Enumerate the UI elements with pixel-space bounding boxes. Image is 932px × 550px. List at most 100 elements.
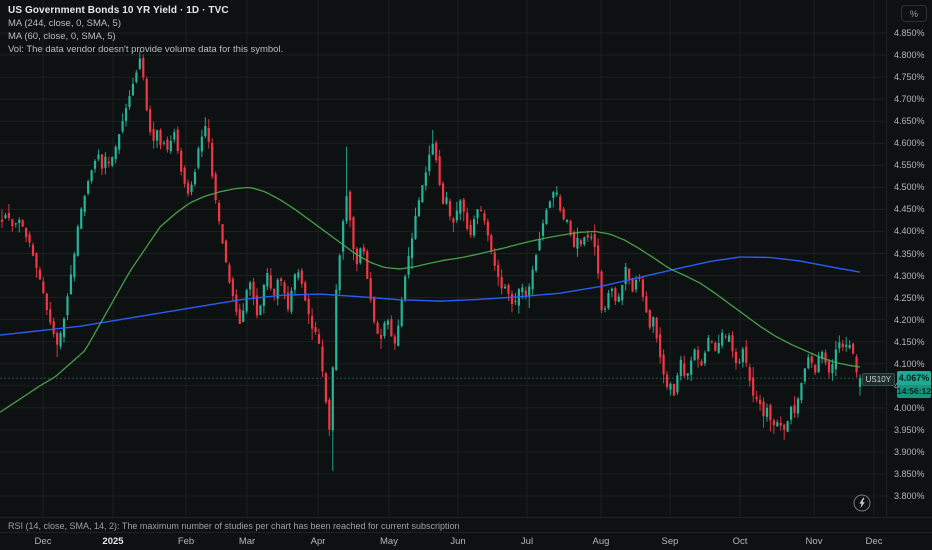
candle-up [503,286,507,289]
candles [0,51,862,471]
candle-up [455,210,458,221]
candle-down [710,341,713,343]
indicator-vol-message[interactable]: Vol: The data vendor doesn't provide vol… [8,44,284,55]
price-chart-pane[interactable] [0,0,932,517]
last-price-group[interactable]: US10Y 4.067% 14:56:12 [861,371,931,398]
candle-down [176,129,179,151]
candle-up [124,108,128,121]
candle-up [721,332,724,346]
candle-down [438,156,441,185]
candle-down [100,154,104,169]
candle-down [762,401,765,417]
candle-up [342,221,345,252]
candle-down [586,234,589,238]
candle-up [431,143,434,155]
candle-down [159,130,162,145]
last-price-value: 4.067% [897,371,931,385]
candle-down [683,363,686,376]
candle-up [776,422,779,427]
y-axis-label: 3.800% [894,491,925,502]
candle-up [717,343,720,353]
candle-down [824,352,827,363]
candle-down [273,288,276,296]
symbol-tag: US10Y [861,373,895,386]
candle-down [21,220,24,227]
candle-up [407,255,410,275]
candle-up [617,296,620,302]
x-axis-label: Dec [865,536,883,547]
candle-up [87,181,90,194]
y-axis-label: 4.800% [894,50,925,61]
x-axis-label: Sep [661,536,679,547]
y-axis-label: 3.900% [894,446,925,457]
candle-up [707,337,710,352]
candle-up [803,368,806,382]
pane-separator-bottom[interactable] [0,532,932,533]
candle-down [311,316,314,329]
y-axis-label: 4.250% [894,292,925,303]
candle-down [655,318,658,339]
candle-up [18,219,21,223]
candle-up [276,279,279,299]
quick-action-button[interactable] [853,494,871,512]
candle-down [855,356,858,373]
y-axis-label: 4.500% [894,182,925,193]
candle-down [362,247,365,252]
candle-down [283,282,286,294]
candle-up [293,274,296,290]
candle-down [238,309,241,324]
candle-up [104,156,107,168]
price-axis[interactable]: % 4.850% 4.800% 4.750% 4.700% 4.650% 4.600% 4.… [886,0,932,517]
candle-up [693,349,696,360]
candle-up [410,238,414,259]
candle-down [700,361,703,366]
candle-down [569,220,572,235]
candle-up [338,255,341,291]
candle-up [428,154,431,172]
candle-up [421,185,424,203]
candle-up [679,359,682,376]
candle-down [486,221,489,236]
symbol-title[interactable]: US Government Bonds 10 YR Yield · 1D · T… [8,5,229,16]
candle-up [138,58,141,69]
candle-up [459,200,462,214]
candle-down [35,253,38,268]
rsi-study-message[interactable]: RSI (14, close, SMA, 14, 2): The maximum… [8,520,460,531]
y-axis-label: 4.550% [894,160,925,171]
candle-up [345,196,348,222]
candle-up [858,378,862,387]
candle-down [793,405,796,414]
candle-down [49,309,52,323]
candle-up [93,160,97,169]
time-axis[interactable]: Dec 2025 Feb Mar Apr May Jun Jul Aug Sep Oct Nov Dec [0,533,932,550]
candle-down [373,297,376,322]
candle-down [211,143,214,177]
candle-up [397,325,400,346]
candle-up [135,72,138,82]
candle-up [531,269,534,290]
candle-up [262,284,265,306]
pane-separator-top[interactable] [0,517,932,518]
candle-down [490,235,493,251]
last-price-label[interactable]: 4.067% 14:56:12 [897,371,931,398]
candle-down [379,334,383,339]
candle-down [300,270,303,284]
candle-up [741,349,744,363]
candle-up [4,215,7,219]
candle-up [786,421,789,432]
candle-up [190,184,193,193]
indicator-ma244[interactable]: MA (244, close, 0, SMA, 5) [8,18,121,29]
candle-down [145,78,148,111]
candle-down [186,183,190,194]
candle-up [386,320,390,325]
indicator-ma60[interactable]: MA (60, close, 0, SMA, 5) [8,31,116,42]
candle-up [424,172,427,186]
candle-up [552,192,555,198]
candle-up [472,219,476,236]
candle-down [493,252,496,266]
price-unit-button[interactable]: % [901,5,927,22]
candle-down [228,264,231,283]
candle-down [42,281,45,294]
candle-up [789,406,793,420]
candle-up [548,201,551,208]
